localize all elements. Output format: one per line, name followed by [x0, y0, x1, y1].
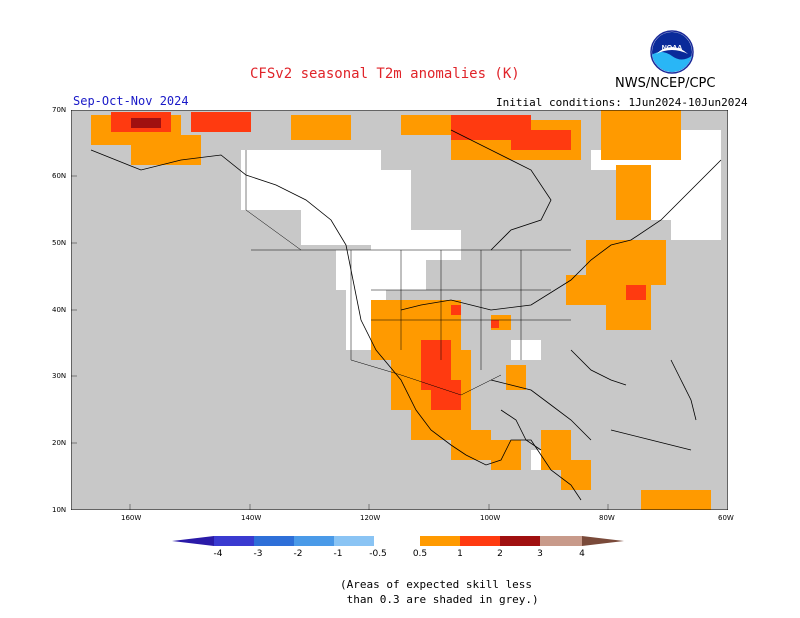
colorbar-swatch	[294, 536, 334, 546]
colorbar-swatch	[254, 536, 294, 546]
colorbar-label: 3	[537, 549, 543, 559]
colorbar-label: 1	[457, 549, 463, 559]
lat-label: 30N	[52, 372, 67, 380]
warm-anomaly-areas	[91, 110, 711, 510]
logo-text: NOAA	[662, 45, 683, 52]
colorbar-arrow-right	[582, 536, 624, 546]
colorbar-arrow-left	[172, 536, 214, 546]
lon-label: 140W	[241, 514, 262, 522]
lon-label: 60W	[718, 514, 734, 522]
season-label: Sep-Oct-Nov 2024	[73, 94, 189, 108]
noaa-logo-icon: NOAA	[650, 30, 694, 74]
colorbar-label: 0.5	[413, 549, 427, 559]
colorbar-label: -0.5	[369, 549, 387, 559]
anomaly-map	[71, 110, 728, 510]
lat-label: 40N	[52, 306, 67, 314]
colorbar-swatch	[540, 536, 582, 546]
lon-label: 160W	[121, 514, 142, 522]
agency-label: NWS/NCEP/CPC	[615, 76, 716, 91]
lon-label: 120W	[360, 514, 381, 522]
initial-conditions-label: Initial conditions: 1Jun2024-10Jun2024	[496, 96, 748, 109]
very-strong-warm-anomaly-areas	[131, 118, 161, 128]
lon-label: 100W	[480, 514, 501, 522]
colorbar-swatch	[214, 536, 254, 546]
lat-label: 70N	[52, 106, 67, 114]
colorbar-swatch	[460, 536, 500, 546]
lat-label: 50N	[52, 239, 67, 247]
colorbar-label: 2	[497, 549, 503, 559]
strong-warm-anomaly-areas	[111, 112, 646, 410]
lat-label: 20N	[52, 439, 67, 447]
colorbar-label: -1	[334, 549, 343, 559]
skill-note: (Areas of expected skill less than 0.3 a…	[340, 578, 539, 606]
colorbar-swatch	[334, 536, 374, 546]
graticule	[71, 110, 609, 510]
colorbar-swatch	[374, 536, 420, 546]
colorbar-label: -3	[254, 549, 263, 559]
near-normal-areas	[241, 130, 721, 470]
colorbar: -4 -3 -2 -1 -0.5 0.5 1 2 3 4	[172, 536, 624, 559]
colorbar-label: -4	[214, 549, 223, 559]
lon-label: 80W	[599, 514, 615, 522]
coastlines	[90, 129, 722, 501]
colorbar-swatch	[500, 536, 540, 546]
colorbar-label: 4	[579, 549, 585, 559]
map-title: CFSv2 seasonal T2m anomalies (K)	[250, 66, 520, 82]
colorbar-swatch	[420, 536, 460, 546]
lat-label: 10N	[52, 506, 67, 514]
lat-label: 60N	[52, 172, 67, 180]
colorbar-label: -2	[294, 549, 303, 559]
political-borders	[245, 150, 571, 396]
